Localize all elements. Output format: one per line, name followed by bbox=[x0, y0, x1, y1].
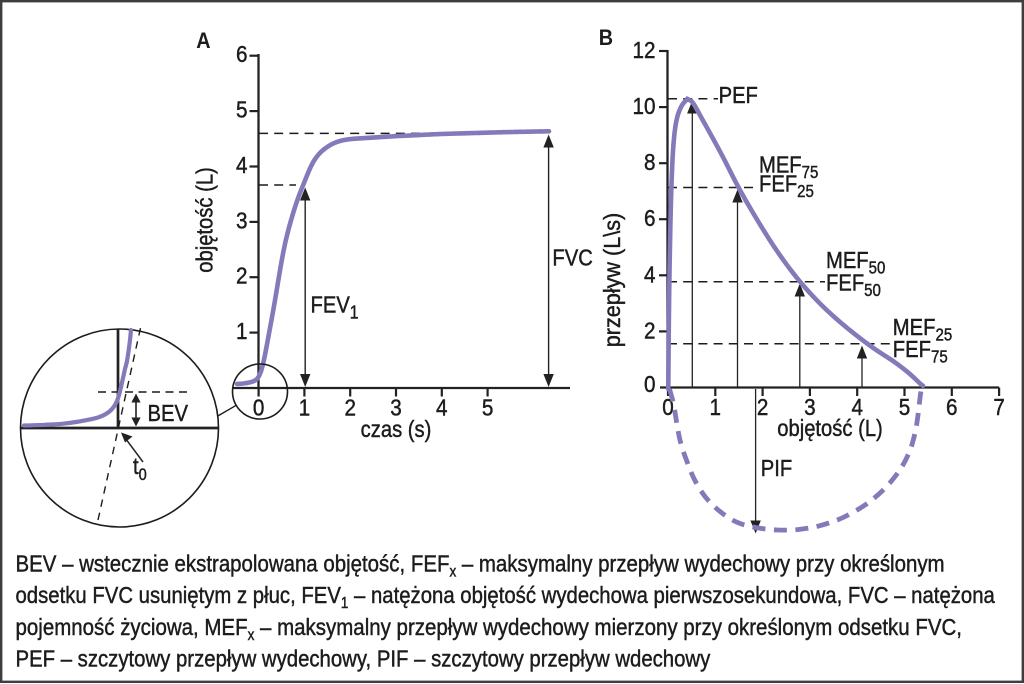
svg-text:BEV: BEV bbox=[148, 400, 189, 427]
svg-text:1: 1 bbox=[299, 394, 311, 421]
svg-text:czas (s): czas (s) bbox=[361, 416, 432, 443]
svg-text:3: 3 bbox=[804, 394, 816, 421]
svg-text:odsetku FVC usuniętym z płuc,: odsetku FVC usuniętym z płuc, FEV1 – nat… bbox=[16, 582, 996, 613]
svg-text:pojemność życiowa, MEFx – maks: pojemność życiowa, MEFx – maksymalny prz… bbox=[16, 613, 963, 644]
svg-text:PEF – szczytowy przepływ wydec: PEF – szczytowy przepływ wydechowy, PIF … bbox=[16, 645, 711, 672]
svg-text:BEV – wstecznie ekstrapolowana: BEV – wstecznie ekstrapolowana objętość,… bbox=[16, 550, 945, 581]
svg-text:2: 2 bbox=[644, 317, 656, 344]
svg-text:6: 6 bbox=[946, 394, 958, 421]
svg-text:0: 0 bbox=[253, 394, 265, 421]
svg-text:7: 7 bbox=[993, 394, 1005, 421]
svg-text:PIF: PIF bbox=[761, 455, 792, 482]
svg-text:objętość (L): objętość (L) bbox=[191, 167, 218, 273]
svg-text:przepływ (L\s): przepływ (L\s) bbox=[599, 213, 625, 347]
svg-text:B: B bbox=[599, 26, 613, 50]
svg-text:10: 10 bbox=[632, 93, 655, 120]
svg-text:6: 6 bbox=[236, 41, 248, 68]
svg-text:4: 4 bbox=[436, 394, 448, 421]
svg-text:4: 4 bbox=[851, 394, 863, 421]
svg-text:6: 6 bbox=[644, 205, 656, 232]
svg-text:1: 1 bbox=[236, 318, 248, 345]
svg-text:1: 1 bbox=[710, 394, 722, 421]
svg-text:8: 8 bbox=[644, 149, 656, 176]
svg-text:MEF75: MEF75 bbox=[759, 151, 818, 182]
svg-text:2: 2 bbox=[344, 394, 356, 421]
svg-text:0: 0 bbox=[662, 394, 674, 421]
svg-text:objętość (L): objętość (L) bbox=[777, 415, 883, 442]
svg-text:3: 3 bbox=[390, 394, 402, 421]
svg-text:12: 12 bbox=[632, 37, 655, 64]
svg-text:FVC: FVC bbox=[552, 244, 592, 271]
svg-text:5: 5 bbox=[899, 394, 911, 421]
svg-text:2: 2 bbox=[757, 394, 769, 421]
svg-text:5: 5 bbox=[236, 96, 248, 123]
svg-text:3: 3 bbox=[236, 207, 248, 234]
svg-text:5: 5 bbox=[482, 394, 494, 421]
svg-text:0: 0 bbox=[644, 371, 656, 398]
svg-text:4: 4 bbox=[236, 152, 248, 179]
svg-text:4: 4 bbox=[644, 261, 656, 288]
svg-text:2: 2 bbox=[236, 262, 248, 289]
svg-text:A: A bbox=[196, 29, 210, 53]
svg-text:PEF: PEF bbox=[719, 82, 758, 109]
